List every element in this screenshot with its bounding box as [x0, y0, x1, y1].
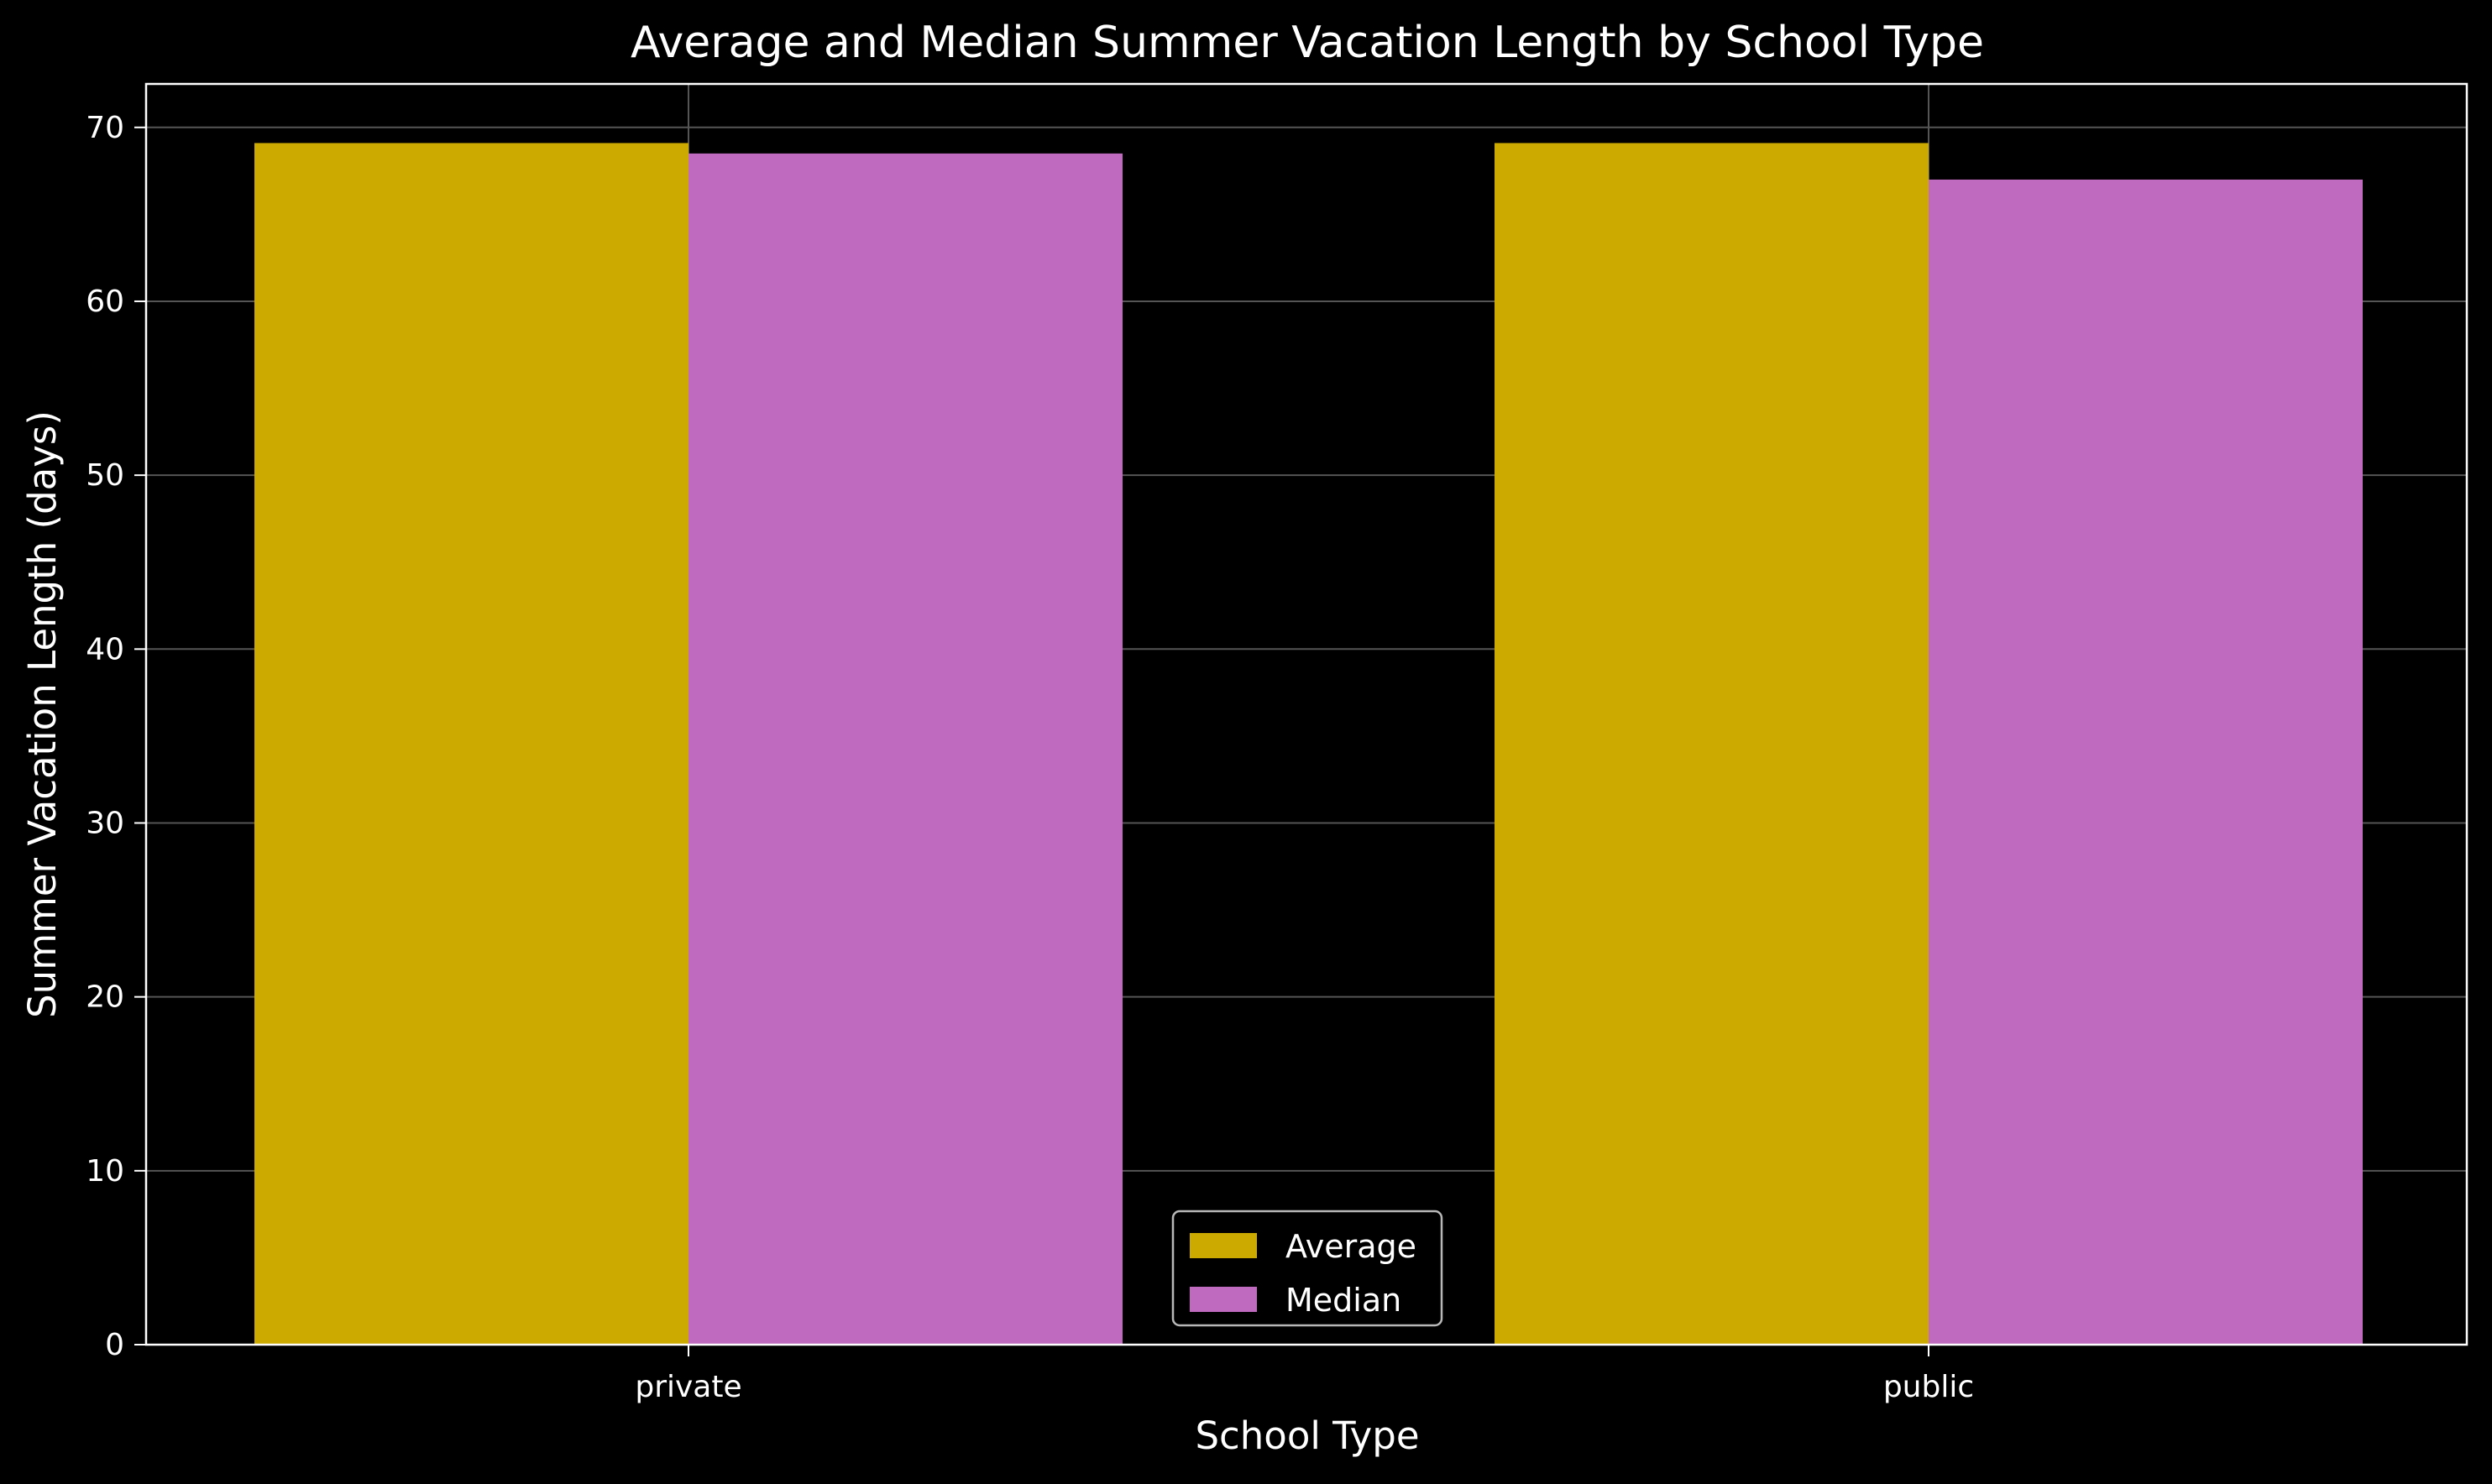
- y-tick-label: 50: [86, 458, 124, 493]
- chart-title: Average and Median Summer Vacation Lengt…: [631, 18, 1984, 68]
- legend-swatch-median: [1190, 1287, 1257, 1312]
- x-axis-label: School Type: [1195, 1413, 1419, 1458]
- legend-swatch-average: [1190, 1233, 1257, 1258]
- bar-median-public: [1929, 179, 2363, 1345]
- bars: [254, 143, 2363, 1346]
- y-tick-label: 10: [86, 1154, 124, 1189]
- plot-frame: [144, 82, 2468, 1346]
- bar-median-private: [688, 153, 1123, 1345]
- bar-average-private: [254, 143, 688, 1346]
- tick-labels: 0 10 20 30 40 50 60 70 private public: [86, 111, 1974, 1404]
- y-tick-label: 60: [86, 285, 124, 319]
- x-tick-label: public: [1883, 1370, 1974, 1404]
- legend-label-median: Median: [1285, 1282, 1401, 1319]
- legend-label-average: Average: [1285, 1228, 1416, 1265]
- y-tick-label: 20: [86, 980, 124, 1015]
- y-axis-label: Summer Vacation Length (days): [20, 410, 65, 1018]
- legend: Average Median: [1171, 1210, 1443, 1327]
- y-tick-label: 40: [86, 632, 124, 666]
- bar-average-public: [1495, 143, 1929, 1346]
- axes: [144, 82, 2468, 1346]
- y-tick-label: 70: [86, 111, 124, 145]
- x-tick-label: private: [635, 1370, 741, 1404]
- y-tick-label: 30: [86, 806, 124, 840]
- y-tick-label: 0: [105, 1328, 124, 1362]
